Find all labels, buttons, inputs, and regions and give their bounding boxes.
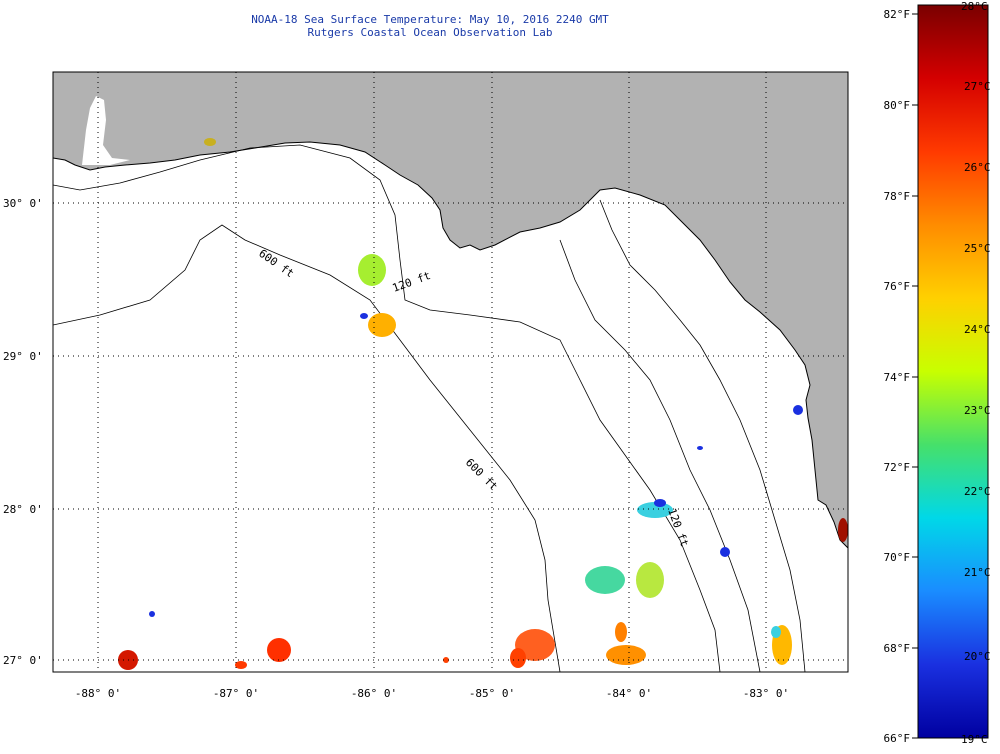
sst-patches bbox=[118, 138, 848, 670]
colorbar-c-label: 27°C bbox=[964, 80, 991, 93]
lat-label: 29° 0' bbox=[3, 350, 43, 363]
colorbar-f-label: 78°F bbox=[884, 190, 911, 203]
colorbar-f-label: 74°F bbox=[884, 371, 911, 384]
colorbar-c-label: 23°C bbox=[964, 404, 991, 417]
lon-label: -87° 0' bbox=[213, 687, 259, 700]
colorbar-f-label: 66°F bbox=[884, 732, 911, 745]
land-mass bbox=[53, 72, 848, 548]
lon-label: -86° 0' bbox=[351, 687, 397, 700]
lon-label: -85° 0' bbox=[469, 687, 515, 700]
colorbar-c-label: 24°C bbox=[964, 323, 991, 336]
isobath-120ft bbox=[53, 144, 721, 672]
lat-label: 28° 0' bbox=[3, 503, 43, 516]
colorbar-f-label: 80°F bbox=[884, 99, 911, 112]
colorbar-c-label: 22°C bbox=[964, 485, 991, 498]
colorbar-c-label: 20°C bbox=[964, 650, 991, 663]
colorbar-f-label: 82°F bbox=[884, 8, 911, 21]
colorbar-f-label: 72°F bbox=[884, 461, 911, 474]
colorbar-c-label: 28°C bbox=[961, 0, 988, 13]
lon-label: -84° 0' bbox=[606, 687, 652, 700]
map-frame bbox=[52, 71, 849, 673]
lon-label: -83° 0' bbox=[743, 687, 789, 700]
colorbar-f-ticks bbox=[912, 13, 918, 739]
map-title: NOAA-18 Sea Surface Temperature: May 10,… bbox=[251, 13, 609, 26]
colorbar-c-label: 19°C bbox=[961, 733, 988, 746]
isobath-shelf bbox=[559, 239, 761, 672]
colorbar-f-label: 68°F bbox=[884, 642, 911, 655]
mobile-bay-land bbox=[82, 96, 130, 165]
lon-label: -88° 0' bbox=[75, 687, 121, 700]
colorbar-f-label: 70°F bbox=[884, 551, 911, 564]
colorbar-f-label: 76°F bbox=[884, 280, 911, 293]
colorbar-c-label: 21°C bbox=[964, 566, 991, 579]
lat-label: 27° 0' bbox=[3, 654, 43, 667]
map-subtitle: Rutgers Coastal Ocean Observation Lab bbox=[307, 26, 553, 39]
lat-label: 30° 0' bbox=[3, 197, 43, 210]
lat-lon-grid bbox=[53, 72, 848, 672]
colorbar-c-label: 26°C bbox=[964, 161, 991, 174]
isobath-600ft bbox=[53, 224, 561, 672]
coastline bbox=[53, 141, 848, 549]
colorbar bbox=[917, 4, 989, 739]
isobath-inner bbox=[599, 199, 806, 672]
colorbar-c-label: 25°C bbox=[964, 242, 991, 255]
